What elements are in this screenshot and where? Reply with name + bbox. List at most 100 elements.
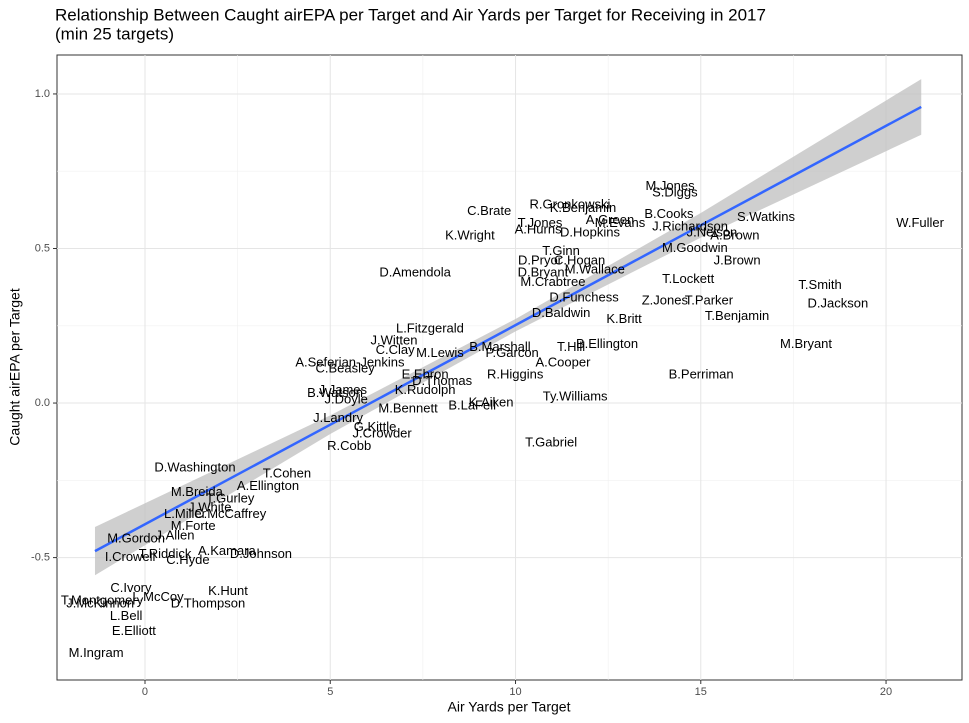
point-label: E.Elliott [112, 623, 156, 638]
x-tick-label: 0 [142, 686, 148, 698]
point-label: J.White [188, 500, 231, 515]
point-label: K.Britt [606, 311, 642, 326]
point-label: M.Forte [171, 518, 216, 533]
point-label: K.Benjamin [550, 200, 616, 215]
point-label: J.McKinnon [66, 595, 134, 610]
y-axis-title: Caught airEPA per Target [7, 288, 23, 446]
point-label: S.Watkins [737, 209, 796, 224]
point-label: T.Smith [798, 277, 841, 292]
point-label: W.Fuller [896, 215, 944, 230]
fit-line [94, 105, 922, 553]
point-label: J.Allen [155, 527, 194, 542]
confidence-band [94, 79, 922, 576]
point-label: M.Gordon [107, 530, 165, 545]
point-label: D.Hopkins [560, 224, 620, 239]
point-label: K.Aiken [469, 394, 514, 409]
point-label: B.LaFell [448, 398, 496, 413]
point-label: B.Perriman [669, 367, 734, 382]
x-tick-label: 5 [327, 686, 333, 698]
point-label: J.Nelson [687, 224, 738, 239]
point-label: R.Higgins [487, 367, 544, 382]
point-label: L.Fitzgerald [396, 320, 464, 335]
point-label: A.Green [586, 212, 634, 227]
point-label: C.Hogan [554, 252, 605, 267]
point-label: K.Hunt [208, 583, 248, 598]
point-label: L.Bell [110, 608, 143, 623]
point-label: D.Jackson [808, 296, 869, 311]
point-label: A.Ellington [237, 478, 299, 493]
point-label: D.Bryant [518, 265, 569, 280]
point-label: D.Amendola [379, 265, 451, 280]
x-tick-label: 20 [880, 686, 892, 698]
point-label: C.Clay [376, 342, 416, 357]
point-label: A.Hurns [515, 221, 562, 236]
point-label: D.Thomas [412, 373, 472, 388]
point-label: T.Lockett [662, 271, 714, 286]
point-label: I.Crowell [105, 549, 156, 564]
point-label: Z.Jones [642, 292, 689, 307]
point-label: J.Doyle [325, 391, 368, 406]
point-label: R.Gronkowski [530, 197, 611, 212]
point-label: T.Hill [557, 339, 585, 354]
point-label: A.Brown [710, 228, 759, 243]
point-label: L.McCoy [132, 589, 184, 604]
point-label: M.Wallace [565, 262, 625, 277]
point-label: J.Crowder [353, 425, 413, 440]
point-label: C.Hyde [166, 552, 209, 567]
point-label: B.Watson [307, 385, 363, 400]
point-label: M.Bennett [378, 401, 438, 416]
point-label: T.Parker [685, 292, 734, 307]
point-label: M.Goodwin [662, 240, 728, 255]
point-label: B.Ellington [576, 336, 638, 351]
chart-title: Relationship Between Caught airEPA per T… [55, 5, 766, 24]
y-tick-label: 1.0 [35, 88, 50, 100]
point-label: J.Brown [714, 252, 761, 267]
y-tick-label: 0.0 [35, 397, 50, 409]
y-tick-label: -0.5 [31, 552, 50, 564]
point-label: B.Marshall [469, 339, 531, 354]
point-label: D.Washington [154, 459, 235, 474]
point-label: T.Benjamin [705, 308, 769, 323]
point-label: M.Ingram [69, 645, 124, 660]
point-label: J.Landry [313, 410, 363, 425]
point-label: L.Miller [164, 506, 207, 521]
point-label: T.Montgomery [61, 592, 144, 607]
point-label: J.James [319, 382, 368, 397]
point-label: M.Lewis [416, 345, 464, 360]
point-label: T.Gabriel [525, 435, 577, 450]
point-label: R.Cobb [327, 438, 371, 453]
point-label: T.Jones [518, 215, 563, 230]
point-label: D.Thompson [171, 595, 245, 610]
point-label: A.Seferian-Jenkins [295, 354, 405, 369]
chart-subtitle: (min 25 targets) [55, 24, 174, 43]
point-label: C.McCaffrey [194, 506, 266, 521]
point-label: C.Brate [467, 203, 511, 218]
point-label: D.Funchess [549, 289, 619, 304]
point-label: T.Ginn [542, 243, 580, 258]
point-label: T.Riddick [139, 546, 192, 561]
point-label: M.Crabtree [520, 274, 585, 289]
point-label: A.Cooper [535, 354, 591, 369]
point-label: T.Gurley [206, 490, 255, 505]
point-label: T.Cohen [263, 466, 311, 481]
point-label: G.Kittle [354, 419, 397, 434]
point-label: D.Pryor [518, 252, 563, 267]
point-label: A.Kamara [198, 543, 257, 558]
point-label: M.Evans [595, 215, 646, 230]
point-label: M.Jones [645, 178, 695, 193]
point-label: K.Rudolph [395, 382, 456, 397]
point-label: C.Ivory [110, 580, 152, 595]
point-label: M.Breida [171, 484, 224, 499]
point-label: D.Baldwin [532, 305, 591, 320]
y-tick-label: 0.5 [35, 242, 50, 254]
point-label: J.Richardson [652, 218, 728, 233]
x-axis-title: Air Yards per Target [448, 699, 571, 715]
point-label: S.Diggs [652, 184, 698, 199]
point-label: C.Beasley [315, 360, 375, 375]
point-label: K.Wright [445, 228, 495, 243]
point-label: B.Cooks [644, 206, 694, 221]
point-label: D.Johnson [230, 546, 292, 561]
x-tick-label: 10 [509, 686, 521, 698]
point-label: M.Bryant [780, 336, 832, 351]
